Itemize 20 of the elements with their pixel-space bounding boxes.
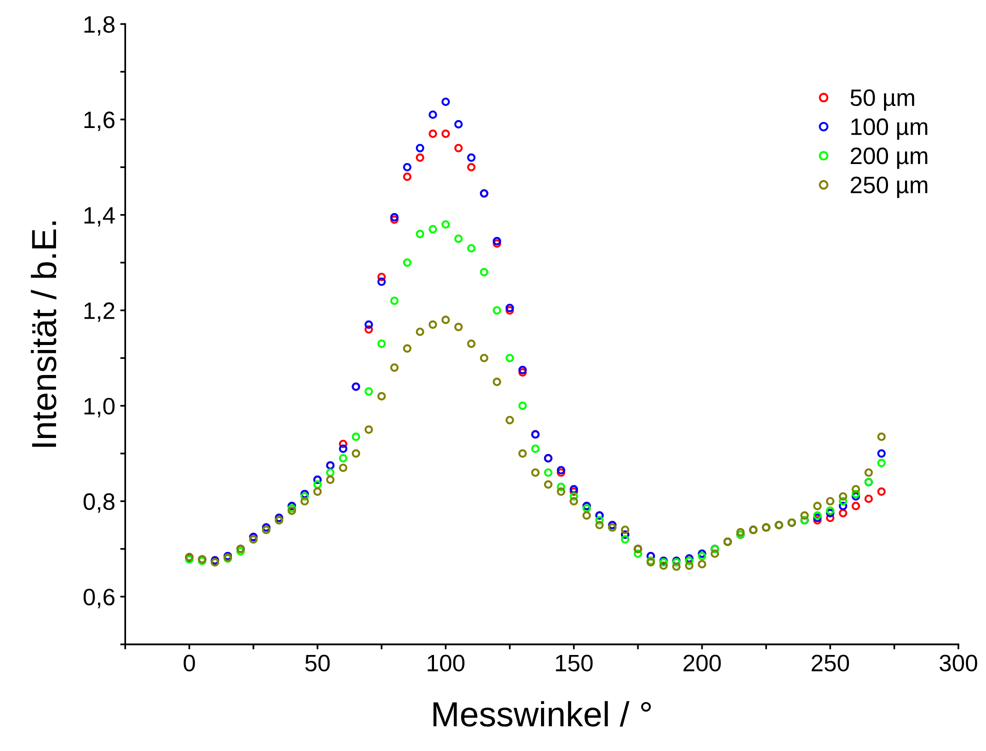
legend-label: 50 µm: [850, 89, 914, 111]
x-tick-label: 0: [184, 654, 195, 672]
y-tick-label: 1,0: [84, 398, 115, 418]
x-tick-label: 250: [812, 654, 849, 672]
x-axis-title: Messwinkel / °: [434, 701, 651, 727]
legend-label: 250 µm: [850, 176, 928, 198]
x-tick-label: 300: [940, 654, 978, 672]
legend-label: 200 µm: [850, 148, 928, 169]
x-tick-label: 50: [305, 654, 330, 672]
y-tick-label: 1,2: [84, 302, 114, 322]
x-tick-label: 200: [684, 654, 721, 672]
y-tick-label: 1,8: [84, 16, 114, 36]
y-axis-title: Intensität / b.E.: [30, 222, 56, 447]
y-tick-label: 0,6: [84, 588, 114, 608]
x-tick-label: 100: [428, 654, 464, 672]
legend-label: 100 µm: [851, 118, 928, 140]
y-tick-label: 0,8: [84, 493, 114, 513]
y-tick-label: 1,4: [84, 207, 115, 226]
x-tick-label: 150: [556, 654, 593, 672]
y-tick-label: 1,6: [84, 112, 114, 132]
